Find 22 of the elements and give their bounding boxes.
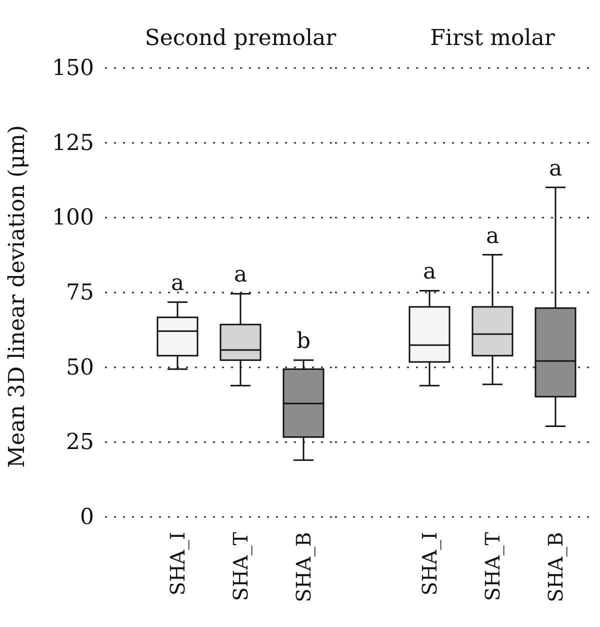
annotation: a <box>422 260 436 285</box>
chart-title: Second premolar <box>144 26 337 51</box>
y-tick-label: 150 <box>52 56 94 82</box>
y-tick-label: 25 <box>66 430 94 456</box>
y-axis-title: Mean 3D linear deviation (μm) <box>5 125 30 468</box>
annotation: a <box>548 156 562 182</box>
annotation: a <box>234 262 248 288</box>
x-tick-label: SHA_T <box>480 531 504 601</box>
x-tick-label: SHA_T <box>228 531 252 601</box>
annotation: b <box>296 329 311 354</box>
x-tick-label: SHA_B <box>544 532 568 602</box>
annotation: a <box>486 224 500 249</box>
y-tick-label: 125 <box>52 130 94 156</box>
x-tick-label: SHA_I <box>166 532 190 596</box>
annotation: a <box>170 271 184 296</box>
y-tick-label: 50 <box>66 355 94 380</box>
y-tick-label: 75 <box>66 280 94 306</box>
y-tick-label: 100 <box>52 206 94 231</box>
y-tick-label: 0 <box>80 505 94 530</box>
x-tick-label: SHA_I <box>418 532 442 596</box>
chart-title: First molar <box>430 26 556 51</box>
x-tick-label: SHA_B <box>292 532 316 602</box>
